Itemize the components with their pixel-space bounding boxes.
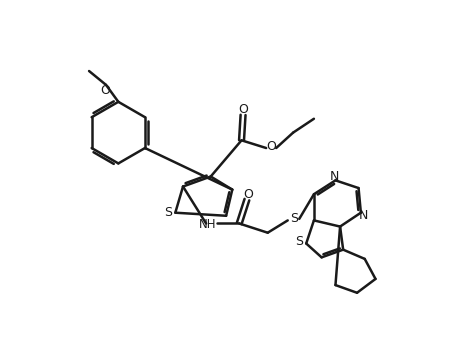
Text: N: N: [330, 170, 340, 183]
Text: O: O: [100, 84, 110, 97]
Text: O: O: [244, 188, 253, 201]
Text: NH: NH: [199, 218, 217, 231]
Text: S: S: [290, 212, 298, 224]
Text: S: S: [165, 206, 172, 219]
Text: O: O: [266, 140, 276, 153]
Text: S: S: [295, 236, 303, 248]
Text: N: N: [358, 208, 368, 222]
Text: O: O: [238, 103, 248, 116]
